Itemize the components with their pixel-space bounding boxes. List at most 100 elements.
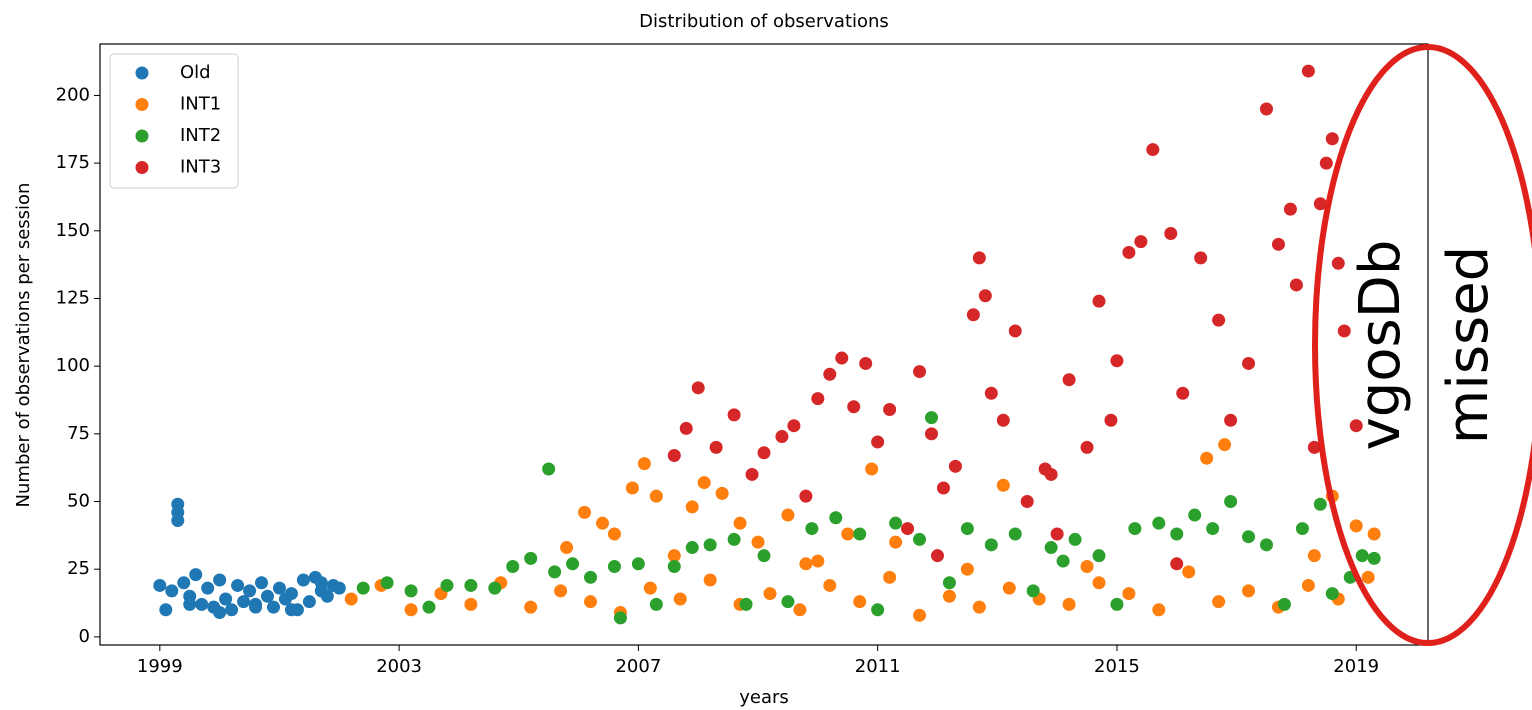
point	[1200, 451, 1214, 465]
legend-marker	[135, 98, 149, 111]
point	[847, 400, 861, 414]
point	[703, 573, 717, 587]
point	[1170, 557, 1184, 571]
point	[1038, 462, 1052, 476]
point	[260, 589, 274, 603]
point	[1212, 595, 1226, 609]
point	[685, 541, 699, 555]
point	[231, 578, 245, 592]
point	[966, 308, 980, 322]
point	[1062, 597, 1076, 611]
point	[1367, 551, 1381, 565]
point	[1164, 227, 1178, 241]
point	[996, 478, 1010, 492]
point	[332, 581, 346, 595]
point	[566, 557, 580, 571]
point	[464, 597, 478, 611]
point	[841, 527, 855, 541]
x-tick-label: 1999	[137, 656, 183, 677]
point	[930, 549, 944, 563]
point	[1122, 587, 1136, 601]
point	[739, 597, 753, 611]
x-tick-label: 2019	[1333, 656, 1379, 677]
point	[805, 522, 819, 536]
point	[781, 508, 795, 522]
y-tick-label: 25	[67, 558, 90, 579]
point	[183, 597, 197, 611]
point	[314, 576, 328, 590]
point	[195, 597, 209, 611]
point	[284, 587, 298, 601]
point	[560, 541, 574, 555]
point	[225, 603, 239, 617]
point	[266, 600, 280, 614]
point	[255, 576, 269, 590]
point	[1331, 256, 1345, 270]
point	[159, 603, 173, 617]
point	[1319, 156, 1333, 170]
point	[1325, 587, 1339, 601]
x-axis-label: years	[739, 687, 789, 708]
point	[787, 419, 801, 433]
point	[1367, 527, 1381, 541]
point	[625, 481, 639, 495]
x-tick-label: 2011	[855, 656, 901, 677]
point	[1349, 419, 1363, 433]
legend-label: INT1	[180, 94, 221, 115]
point	[1307, 440, 1321, 454]
point	[889, 535, 903, 549]
legend-label: INT2	[180, 125, 221, 146]
point	[548, 565, 562, 579]
point	[506, 559, 520, 573]
point	[667, 448, 681, 462]
point	[727, 532, 741, 546]
point	[1283, 202, 1297, 216]
point	[1080, 559, 1094, 573]
point	[1242, 530, 1256, 544]
point	[243, 584, 257, 598]
point	[1224, 413, 1238, 427]
y-tick-label: 75	[67, 423, 90, 444]
point	[883, 570, 897, 584]
point	[643, 581, 657, 595]
point	[380, 576, 394, 590]
point	[1044, 541, 1058, 555]
point	[1349, 519, 1363, 533]
point	[859, 356, 873, 370]
point	[584, 595, 598, 609]
point	[219, 592, 233, 606]
point	[1026, 584, 1040, 598]
point	[1307, 549, 1321, 563]
point	[607, 559, 621, 573]
point	[960, 562, 974, 576]
legend-label: Old	[180, 62, 211, 83]
point	[1128, 522, 1142, 536]
point	[578, 505, 592, 519]
point	[1224, 495, 1238, 509]
point	[249, 600, 263, 614]
point	[1146, 143, 1160, 157]
point	[213, 606, 227, 620]
point	[984, 386, 998, 400]
point	[1325, 132, 1339, 146]
highlight-ellipse	[1312, 44, 1532, 646]
point	[1104, 413, 1118, 427]
point	[793, 603, 807, 617]
point	[488, 581, 502, 595]
point	[936, 481, 950, 495]
point	[237, 595, 251, 609]
point	[901, 522, 915, 536]
point	[464, 578, 478, 592]
point	[1020, 495, 1034, 509]
point	[649, 597, 663, 611]
point	[1092, 294, 1106, 308]
point	[942, 576, 956, 590]
point	[685, 500, 699, 514]
legend: Old INT1 INT2 INT3	[109, 53, 239, 189]
point	[171, 513, 185, 527]
point	[1134, 235, 1148, 249]
point	[996, 413, 1010, 427]
point	[1182, 565, 1196, 579]
point	[972, 600, 986, 614]
